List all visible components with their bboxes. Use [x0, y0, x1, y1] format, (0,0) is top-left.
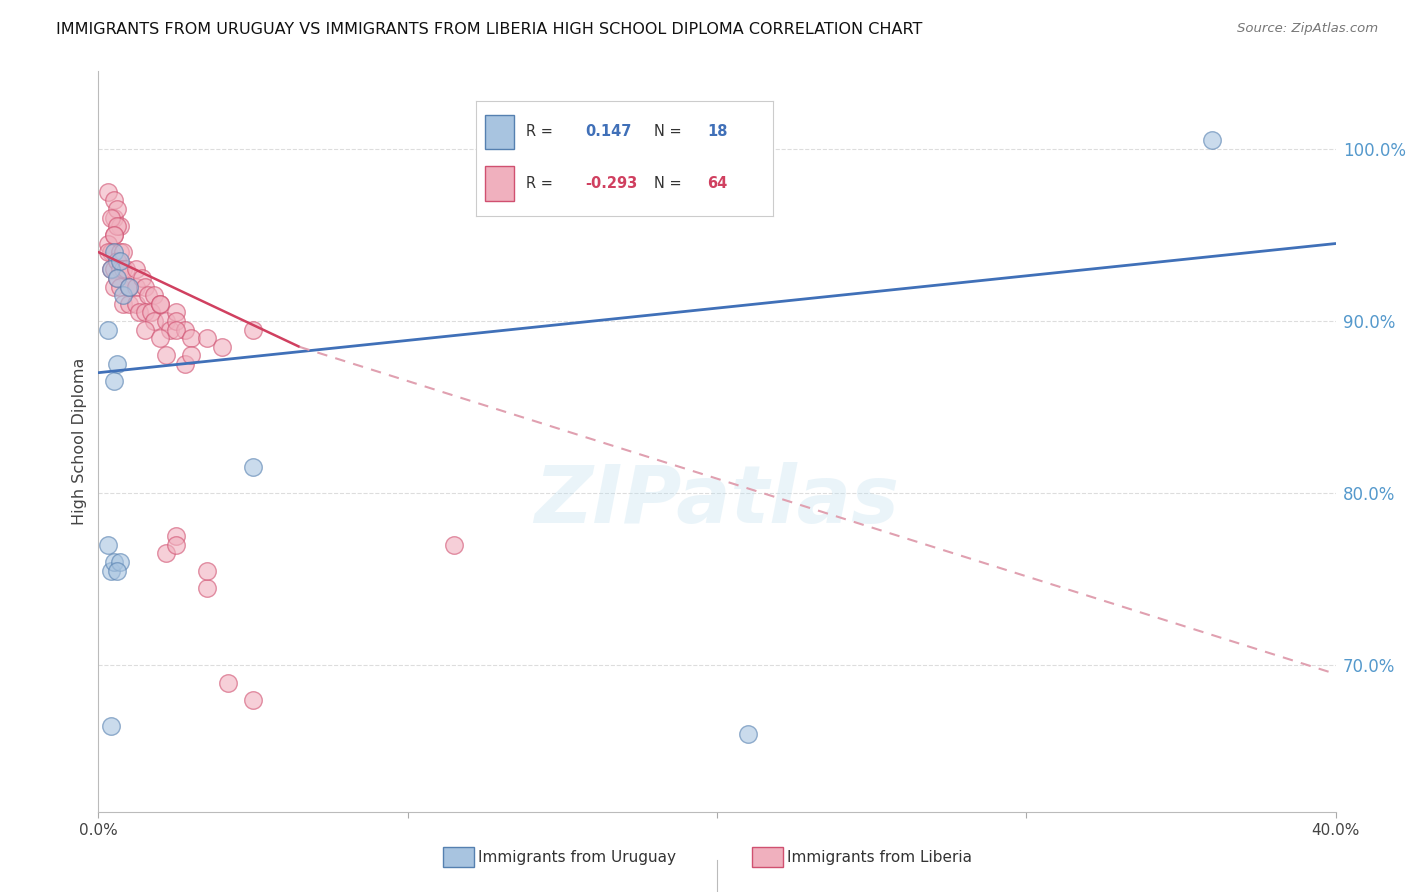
Point: [124, 262, 146, 277]
Point: [105, 271, 128, 285]
Point: [103, 245, 125, 260]
Point: [242, 323, 264, 337]
Point: [165, 314, 187, 328]
Point: [149, 297, 172, 311]
Point: [134, 323, 156, 337]
Point: [103, 555, 125, 569]
Point: [165, 538, 187, 552]
Point: [100, 211, 122, 225]
Point: [103, 279, 125, 293]
Point: [180, 348, 202, 362]
Point: [108, 279, 131, 293]
Point: [100, 245, 122, 260]
Point: [134, 279, 156, 293]
Point: [165, 305, 187, 319]
Point: [105, 202, 128, 216]
Point: [159, 323, 181, 337]
Point: [143, 288, 166, 302]
Point: [108, 262, 131, 277]
Point: [174, 323, 197, 337]
Point: [134, 305, 156, 319]
Point: [100, 564, 122, 578]
Point: [118, 297, 141, 311]
Y-axis label: High School Diploma: High School Diploma: [72, 358, 87, 525]
Point: [155, 348, 177, 362]
Point: [139, 305, 162, 319]
Point: [100, 718, 122, 732]
Point: [105, 253, 128, 268]
Point: [97, 245, 120, 260]
Point: [128, 305, 150, 319]
Point: [105, 253, 128, 268]
Point: [174, 357, 197, 371]
Point: [1201, 133, 1223, 147]
Point: [443, 538, 465, 552]
Point: [112, 297, 135, 311]
Point: [97, 185, 120, 199]
Point: [143, 314, 166, 328]
Point: [108, 555, 131, 569]
Point: [118, 279, 141, 293]
Point: [149, 297, 172, 311]
Point: [105, 219, 128, 234]
Point: [195, 581, 218, 595]
Point: [115, 262, 138, 277]
Point: [211, 340, 233, 354]
Point: [149, 331, 172, 345]
Text: Immigrants from Liberia: Immigrants from Liberia: [787, 850, 973, 864]
Point: [103, 227, 125, 242]
Point: [103, 262, 125, 277]
Point: [100, 262, 122, 277]
Point: [165, 323, 187, 337]
Point: [103, 211, 125, 225]
Point: [100, 262, 122, 277]
Text: IMMIGRANTS FROM URUGUAY VS IMMIGRANTS FROM LIBERIA HIGH SCHOOL DIPLOMA CORRELATI: IMMIGRANTS FROM URUGUAY VS IMMIGRANTS FR…: [56, 22, 922, 37]
Point: [136, 288, 159, 302]
Point: [108, 253, 131, 268]
Point: [124, 297, 146, 311]
Point: [97, 538, 120, 552]
Point: [118, 279, 141, 293]
Point: [105, 271, 128, 285]
Point: [112, 245, 135, 260]
Point: [242, 460, 264, 475]
Point: [103, 194, 125, 208]
Point: [97, 323, 120, 337]
Point: [108, 219, 131, 234]
Point: [131, 271, 153, 285]
Point: [155, 314, 177, 328]
Point: [180, 331, 202, 345]
Text: ZIPatlas: ZIPatlas: [534, 462, 900, 540]
Point: [105, 564, 128, 578]
Point: [97, 236, 120, 251]
Point: [165, 529, 187, 543]
Point: [118, 279, 141, 293]
Text: Source: ZipAtlas.com: Source: ZipAtlas.com: [1237, 22, 1378, 36]
Point: [105, 357, 128, 371]
Point: [217, 675, 239, 690]
Point: [155, 546, 177, 560]
Point: [103, 227, 125, 242]
Point: [195, 331, 218, 345]
Text: Immigrants from Uruguay: Immigrants from Uruguay: [478, 850, 676, 864]
Point: [103, 374, 125, 388]
Point: [195, 564, 218, 578]
Point: [124, 279, 146, 293]
Point: [108, 245, 131, 260]
Point: [242, 693, 264, 707]
Point: [112, 288, 135, 302]
Point: [112, 262, 135, 277]
Point: [737, 727, 759, 741]
